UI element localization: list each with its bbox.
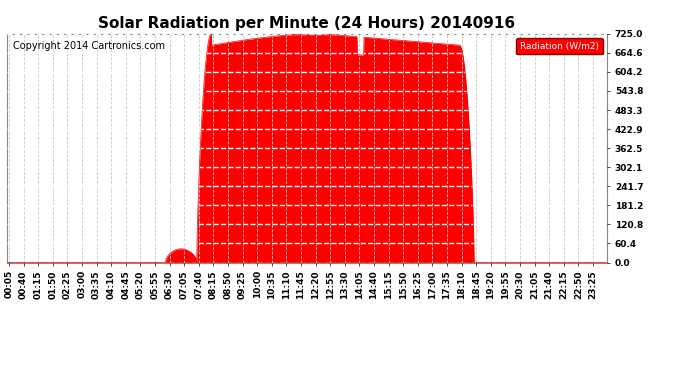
Legend: Radiation (W/m2): Radiation (W/m2) bbox=[516, 38, 602, 54]
Title: Solar Radiation per Minute (24 Hours) 20140916: Solar Radiation per Minute (24 Hours) 20… bbox=[99, 16, 515, 31]
Text: Copyright 2014 Cartronics.com: Copyright 2014 Cartronics.com bbox=[13, 40, 165, 51]
